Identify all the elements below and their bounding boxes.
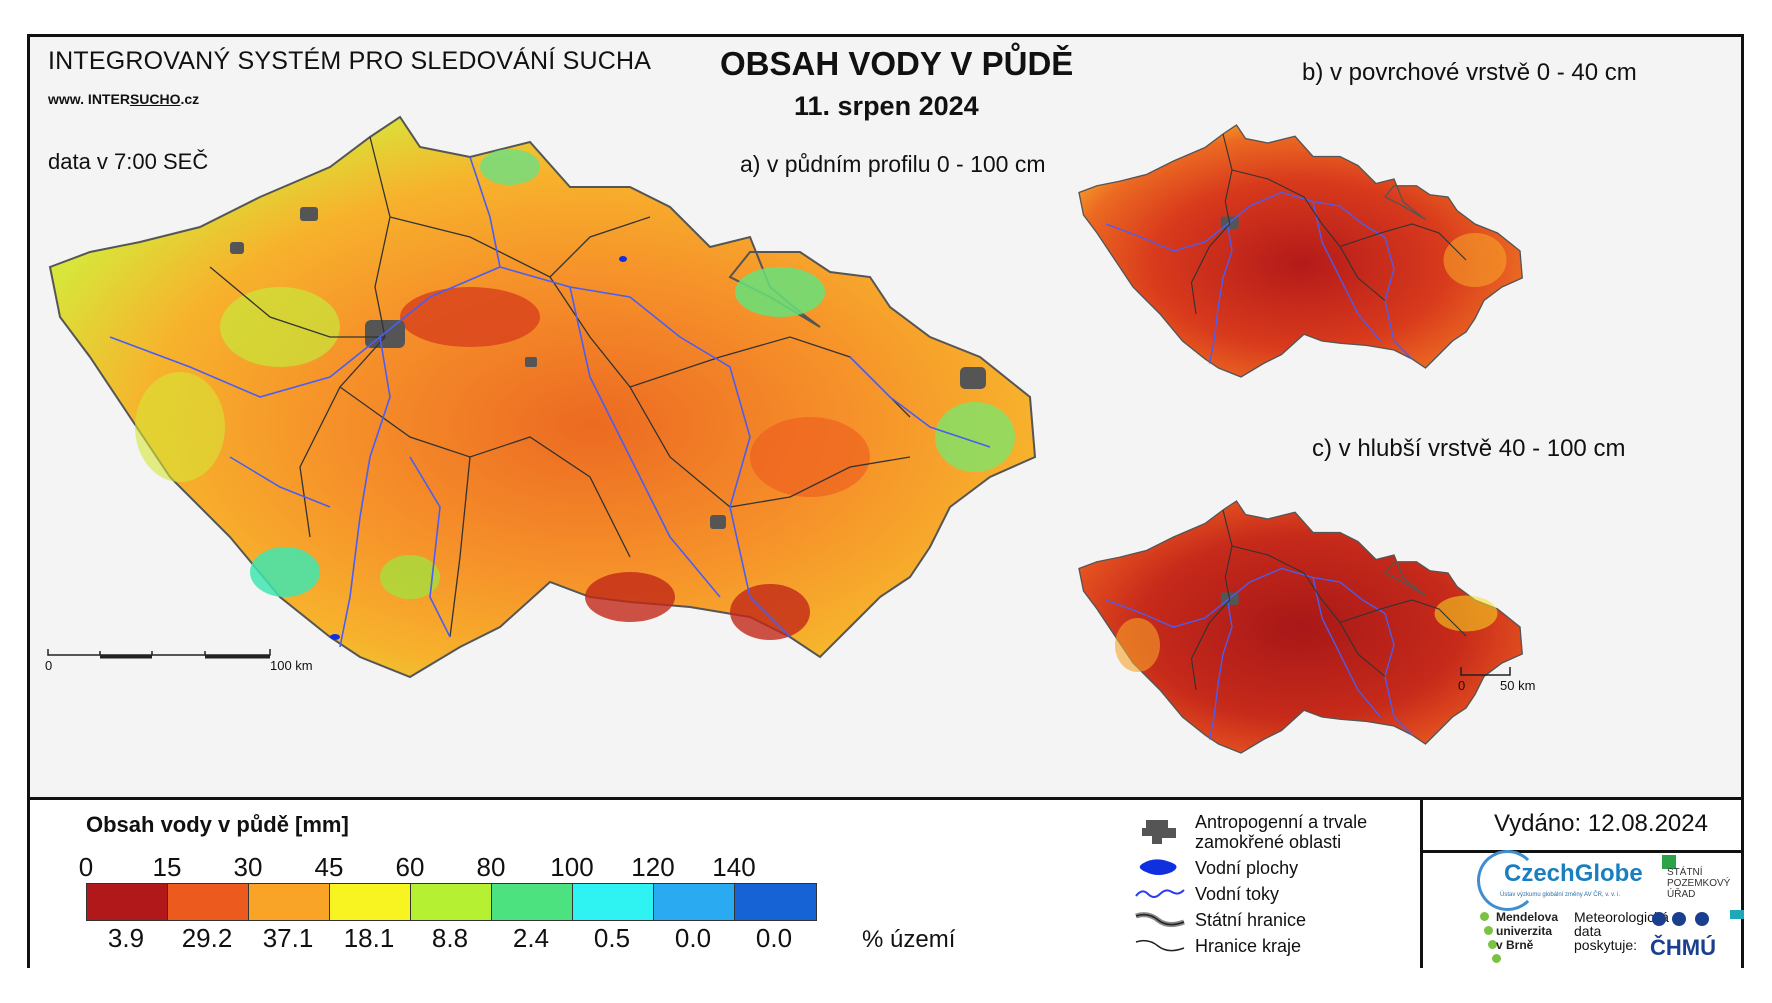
issued-separator <box>1423 850 1741 853</box>
legend-threshold: 60 <box>395 852 425 882</box>
czechglobe-logo-ring <box>1477 850 1538 911</box>
legend-swatch <box>330 884 411 920</box>
legend-percent: 3.9 <box>107 923 145 953</box>
mendelu-logo: Mendelova univerzita v Brně <box>1496 910 1559 952</box>
legend-threshold: 120 <box>631 852 675 882</box>
spu-logo: STÁTNÍ POZEMKOVÝ ÚŘAD <box>1667 867 1731 900</box>
scale-c-end: 50 km <box>1500 678 1536 693</box>
map-b-title: b) v povrchové vrstvě 0 - 40 cm <box>1302 59 1637 86</box>
legend-percent: 8.8 <box>431 923 469 953</box>
czechglobe-logo: CzechGlobe <box>1504 860 1643 887</box>
river-icon <box>1135 889 1185 898</box>
legend-swatch <box>249 884 330 920</box>
symbol-label-river: Vodní toky <box>1195 884 1280 904</box>
symbol-label-state-border: Státní hranice <box>1195 910 1307 930</box>
legend-threshold: 0 <box>78 852 94 882</box>
legend-swatch <box>492 884 573 920</box>
map-panel: INTEGROVANÝ SYSTÉM PRO SLEDOVÁNÍ SUCHA w… <box>27 34 1744 968</box>
legend-swatch <box>573 884 654 920</box>
legend-percent: 29.2 <box>181 923 233 953</box>
legend-swatch <box>654 884 735 920</box>
website-link[interactable]: www. INTERSUCHO.cz <box>48 91 199 107</box>
legend-threshold: 100 <box>550 852 594 882</box>
scale-a-start: 0 <box>45 658 53 673</box>
scale-a-end: 100 km <box>270 658 313 673</box>
legend-threshold: 80 <box>476 852 506 882</box>
legend-colorbar <box>86 883 817 921</box>
maps-canvas <box>47 116 1523 754</box>
legend-divider <box>1420 800 1423 968</box>
main-date: 11. srpen 2024 <box>794 91 979 121</box>
legend-threshold: 30 <box>233 852 263 882</box>
state-border-icon <box>1135 912 1185 928</box>
legend-title: Obsah vody v půdě [mm] <box>86 812 349 837</box>
main-title: OBSAH VODY V PŮDĚ <box>720 45 1074 82</box>
percent-label: % území <box>862 926 956 953</box>
spu-logo-accent <box>1730 910 1744 919</box>
legend-swatch <box>168 884 249 920</box>
map-c-deep-40-100 <box>1078 500 1523 754</box>
symbol-label-water: Vodní plochy <box>1195 858 1299 878</box>
scale-c-start: 0 <box>1458 678 1466 693</box>
region-border-icon <box>1135 939 1185 952</box>
legend-percent: 0.5 <box>593 923 631 953</box>
legend-swatch <box>735 884 816 920</box>
map-b-surface-0-40 <box>1078 124 1523 378</box>
website-prefix: www. INTER <box>48 91 130 107</box>
spu-logo-mark <box>1662 855 1676 869</box>
legend-threshold: 140 <box>712 852 756 882</box>
urban-area-icon <box>1142 820 1176 844</box>
legend-percent: 0.0 <box>674 923 712 953</box>
meteo-data-credit: Meteorologická data poskytuje: <box>1574 909 1669 953</box>
legend-percent: 37.1 <box>262 923 314 953</box>
issued-date: Vydáno: 12.08.2024 <box>1494 810 1708 837</box>
legend-percent: 2.4 <box>512 923 550 953</box>
czechglobe-subtitle: Ústav výzkumu globální změny AV ČR, v. v… <box>1500 892 1621 898</box>
website-suffix: .cz <box>180 91 200 107</box>
legend-percent: 18.1 <box>343 923 395 953</box>
legend-swatch <box>411 884 492 920</box>
symbol-label-region-border: Hranice kraje <box>1195 936 1302 956</box>
map-a-title: a) v půdním profilu 0 - 100 cm <box>740 151 1046 177</box>
water-body-icon <box>1139 859 1177 875</box>
system-title: INTEGROVANÝ SYSTÉM PRO SLEDOVÁNÍ SUCHA <box>48 47 652 75</box>
chmu-logo: ČHMÚ <box>1650 935 1716 960</box>
legend-percent: 0.0 <box>755 923 793 953</box>
map-c-title: c) v hlubší vrstvě 40 - 100 cm <box>1312 435 1626 462</box>
legend-threshold: 15 <box>152 852 182 882</box>
legend-threshold: 45 <box>314 852 344 882</box>
scale-bar-c <box>1460 667 1511 676</box>
legend-panel: Obsah vody v půdě [mm] 0 15 30 45 60 80 … <box>30 797 1744 968</box>
website-underlined: SUCHO <box>129 91 181 107</box>
map-a-profile-0-100 <box>49 116 1036 678</box>
scale-bar-a <box>47 649 271 659</box>
symbol-label-urban: Antropogenní a trvale zamokřené oblasti <box>1195 812 1368 852</box>
legend-swatch <box>87 884 168 920</box>
data-time: data v 7:00 SEČ <box>48 149 209 174</box>
